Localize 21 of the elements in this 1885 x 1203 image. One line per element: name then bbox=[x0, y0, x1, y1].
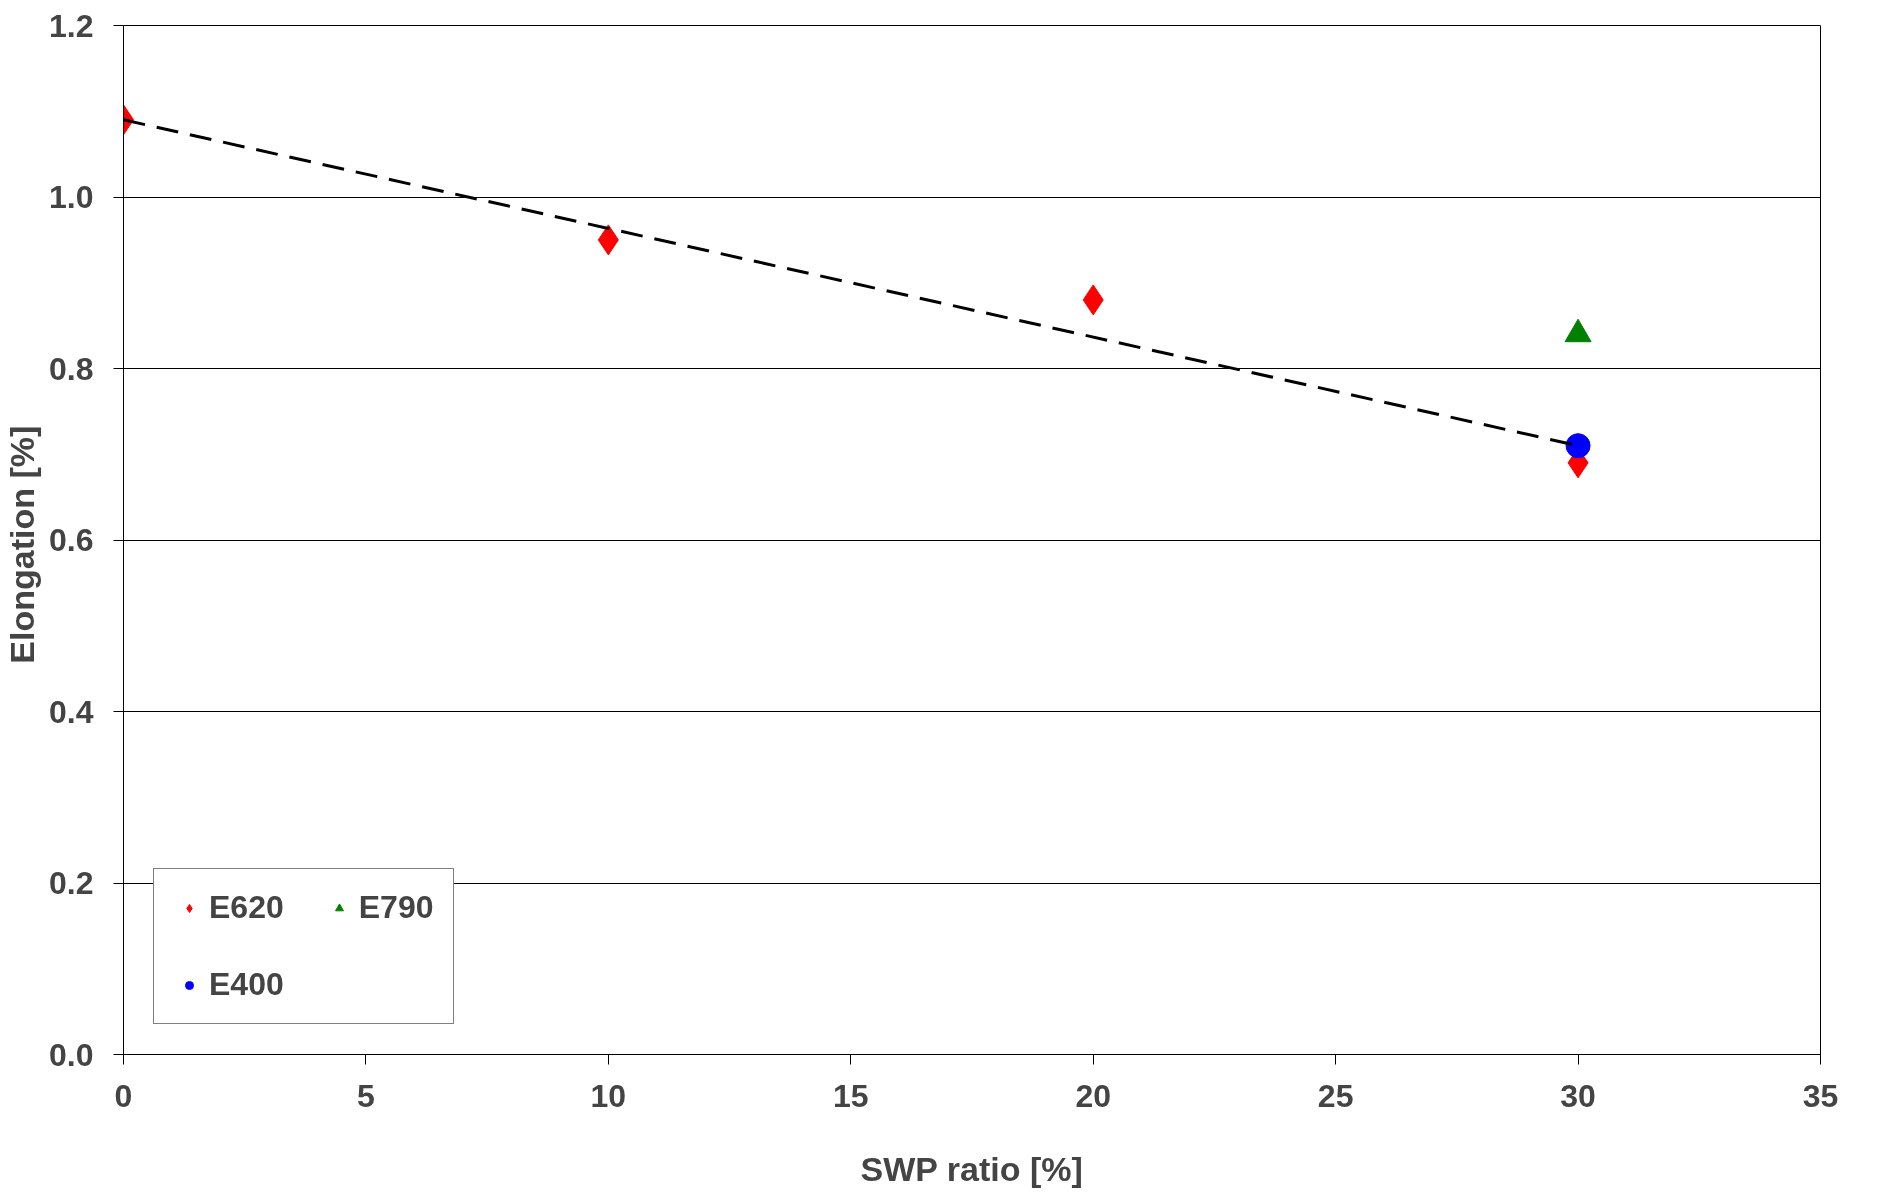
x-tick-label: 10 bbox=[590, 1077, 627, 1114]
x-tick-label: 0 bbox=[114, 1077, 133, 1114]
y-axis-title: Elongation [%] bbox=[3, 425, 42, 664]
x-tick-label: 20 bbox=[1075, 1077, 1112, 1114]
x-tick-label: 25 bbox=[1317, 1077, 1354, 1114]
x-tick-label: 15 bbox=[832, 1077, 869, 1114]
x-tick-label: 35 bbox=[1802, 1077, 1839, 1114]
legend-label: E620 bbox=[209, 889, 284, 926]
x-axis-title: SWP ratio [%] bbox=[860, 1149, 1083, 1188]
y-tick-label: 0.4 bbox=[49, 693, 94, 730]
y-tick-label: 0.6 bbox=[49, 522, 94, 558]
y-tick-label: 1.0 bbox=[49, 179, 94, 215]
point bbox=[1565, 433, 1591, 459]
legend-label: E400 bbox=[209, 966, 284, 1003]
y-tick-label: 0.2 bbox=[49, 865, 94, 901]
y-tick-label: 0.8 bbox=[49, 350, 94, 387]
x-tick-label: 5 bbox=[357, 1077, 375, 1114]
x-tick-label: 30 bbox=[1560, 1077, 1596, 1114]
legend-label: E790 bbox=[358, 889, 434, 926]
y-tick-label: 0.0 bbox=[49, 1036, 94, 1073]
y-tick-label: 1.2 bbox=[49, 7, 94, 44]
